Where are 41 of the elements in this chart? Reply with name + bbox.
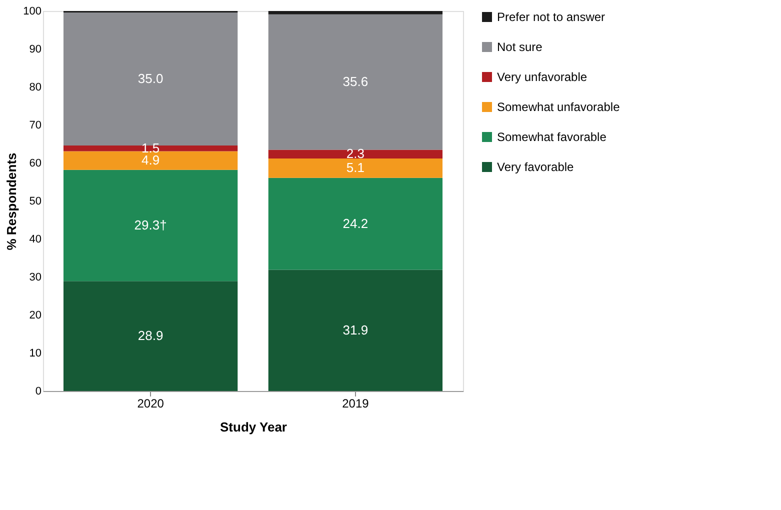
data-label: 35.0 bbox=[138, 71, 164, 86]
data-label: 4.9 bbox=[142, 152, 160, 168]
x-tick-label: 2020 bbox=[137, 396, 164, 410]
legend-label: Very favorable bbox=[497, 160, 574, 174]
y-tick-label: 90 bbox=[29, 44, 42, 56]
bar bbox=[268, 178, 443, 270]
y-tick-label: 80 bbox=[29, 82, 42, 94]
y-tick-label: 40 bbox=[29, 234, 42, 246]
y-tick-label: 100 bbox=[23, 6, 42, 18]
legend-label: Very unfavorable bbox=[497, 70, 588, 84]
x-axis-title: Study Year bbox=[220, 420, 287, 434]
data-label: 5.1 bbox=[346, 160, 364, 176]
y-tick-label: 0 bbox=[35, 386, 42, 398]
y-tick-label: 10 bbox=[29, 348, 42, 360]
bar bbox=[63, 151, 238, 170]
bar bbox=[63, 146, 238, 152]
y-tick-label: 20 bbox=[29, 310, 42, 322]
bar bbox=[63, 281, 238, 391]
x-tick-label: 2019 bbox=[342, 396, 370, 410]
y-tick-label: 70 bbox=[29, 120, 42, 132]
data-label: 2.3 bbox=[346, 146, 364, 162]
bar bbox=[268, 11, 443, 14]
bar bbox=[268, 270, 443, 391]
bar bbox=[63, 170, 238, 282]
y-axis-title: % Respondents bbox=[4, 152, 20, 250]
legend-label: Prefer not to answer bbox=[497, 10, 606, 24]
legend-label: Somewhat favorable bbox=[497, 130, 607, 144]
bar bbox=[268, 158, 443, 178]
legend-label: Somewhat unfavorable bbox=[497, 100, 620, 114]
legend-label: Not sure bbox=[497, 40, 543, 54]
data-label: 28.9 bbox=[138, 328, 164, 344]
data-label: 29.3† bbox=[134, 218, 167, 233]
data-label: 31.9 bbox=[342, 322, 368, 338]
data-label: 24.2 bbox=[342, 216, 368, 231]
y-tick-label: 30 bbox=[29, 272, 42, 284]
y-tick-label: 50 bbox=[29, 196, 42, 208]
y-tick-label: 60 bbox=[29, 158, 42, 170]
data-label: 35.6 bbox=[342, 74, 368, 90]
data-label: 1.5 bbox=[142, 140, 160, 156]
bar bbox=[268, 150, 443, 158]
bar bbox=[268, 14, 443, 150]
